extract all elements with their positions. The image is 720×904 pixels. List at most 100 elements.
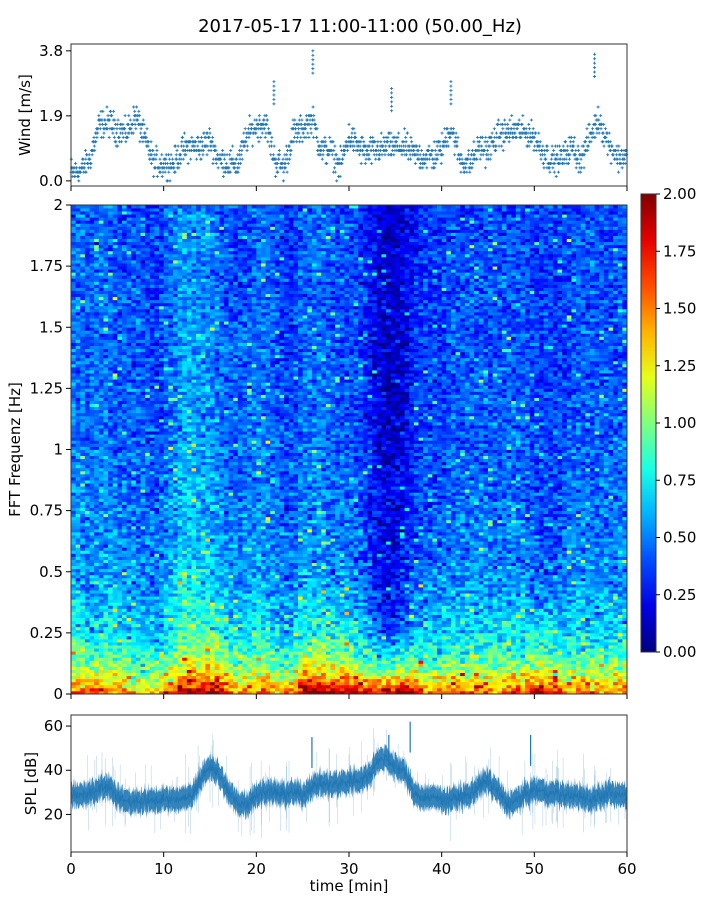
wind-point bbox=[111, 132, 114, 135]
wind-point bbox=[472, 140, 475, 143]
spectrogram-cell bbox=[154, 587, 159, 590]
spectrogram-cell bbox=[154, 428, 159, 431]
wind-point bbox=[244, 140, 247, 143]
spectrogram-cell bbox=[168, 459, 173, 462]
wind-point bbox=[555, 175, 558, 178]
spectrogram-cell bbox=[99, 642, 104, 645]
spectrogram-cell bbox=[94, 453, 99, 456]
spectrogram-cell bbox=[131, 523, 136, 526]
spectrogram-cell bbox=[117, 615, 122, 618]
spectrogram-cell bbox=[80, 303, 85, 306]
spectrogram-cell bbox=[76, 462, 81, 465]
wind-point bbox=[269, 153, 272, 156]
spectrogram-cell bbox=[141, 563, 146, 566]
spectrogram-cell bbox=[117, 263, 122, 266]
spectrogram-cell bbox=[90, 214, 95, 217]
wind-point bbox=[298, 140, 301, 143]
spectrogram-cell bbox=[131, 248, 136, 251]
wind-point bbox=[433, 140, 436, 143]
spectrogram-cell bbox=[150, 446, 155, 449]
spectrogram-cell bbox=[113, 349, 118, 352]
spectrogram-cell bbox=[141, 547, 146, 550]
spectrogram-cell bbox=[154, 633, 159, 636]
spectrogram-cell bbox=[103, 450, 108, 453]
spectrogram-cell bbox=[103, 284, 108, 287]
spectrogram-cell bbox=[131, 450, 136, 453]
spectrogram-cell bbox=[141, 281, 146, 284]
spectrogram-cell bbox=[168, 477, 173, 480]
spectrogram-cell bbox=[145, 288, 150, 291]
spectrogram-cell bbox=[154, 660, 159, 663]
spectrogram-cell bbox=[80, 556, 85, 559]
spectrogram-cell bbox=[94, 501, 99, 504]
spectrogram-cell bbox=[76, 633, 81, 636]
spectrogram-cell bbox=[99, 590, 104, 593]
spectrogram-cell bbox=[131, 398, 136, 401]
spectrogram-cell bbox=[80, 618, 85, 621]
spectrogram-cell bbox=[71, 520, 76, 523]
spectrogram-cell bbox=[154, 333, 159, 336]
spectrogram-cell bbox=[168, 660, 173, 663]
spectrogram-cell bbox=[117, 343, 122, 346]
spectrogram-cell bbox=[122, 339, 127, 342]
spectrogram-cell bbox=[131, 236, 136, 239]
spectrogram-cell bbox=[108, 581, 113, 584]
spectrogram-cell bbox=[90, 425, 95, 428]
spectrogram-cell bbox=[108, 651, 113, 654]
spectrogram-cell bbox=[154, 327, 159, 330]
spectrogram-cell bbox=[71, 462, 76, 465]
spectrogram-cell bbox=[145, 670, 150, 673]
spectrogram-cell bbox=[136, 236, 141, 239]
spectrogram-cell bbox=[90, 624, 95, 627]
spectrogram-cell bbox=[80, 407, 85, 410]
spectrogram-cell bbox=[159, 532, 164, 535]
spectrogram-cell bbox=[145, 526, 150, 529]
spectrogram-cell bbox=[113, 419, 118, 422]
spectrogram-cell bbox=[127, 569, 132, 572]
spectrogram-cell bbox=[80, 251, 85, 254]
spectrogram-cell bbox=[127, 422, 132, 425]
spectrogram-cell bbox=[90, 560, 95, 563]
spectrogram-cell bbox=[131, 630, 136, 633]
spectrogram-cell bbox=[85, 312, 90, 315]
spectrogram-cell bbox=[136, 679, 141, 682]
spectrogram-cell bbox=[80, 352, 85, 355]
spectrogram-cell bbox=[127, 685, 132, 688]
spectrogram-cell bbox=[168, 578, 173, 581]
spectrogram-cell bbox=[122, 602, 127, 605]
wind-point bbox=[311, 72, 314, 75]
spectrogram-cell bbox=[85, 575, 90, 578]
spectrogram-cell bbox=[80, 648, 85, 651]
spectrogram-cell bbox=[80, 651, 85, 654]
spectrogram-cell bbox=[145, 682, 150, 685]
spectrogram-cell bbox=[122, 419, 127, 422]
wind-point bbox=[228, 153, 231, 156]
spectrogram-cell bbox=[71, 233, 76, 236]
spectrogram-cell bbox=[127, 370, 132, 373]
spectrogram-cell bbox=[80, 266, 85, 269]
spectrogram-cell bbox=[71, 434, 76, 437]
spectrogram-cell bbox=[136, 233, 141, 236]
spectrogram-cell bbox=[150, 587, 155, 590]
spectrogram-cell bbox=[108, 569, 113, 572]
spectrogram-cell bbox=[154, 657, 159, 660]
spectrogram-cell bbox=[113, 376, 118, 379]
spectrogram-cell bbox=[141, 660, 146, 663]
spectrogram-cell bbox=[80, 275, 85, 278]
spectrogram-cell bbox=[76, 465, 81, 468]
spectrogram-cell bbox=[131, 370, 136, 373]
spectrogram-cell bbox=[76, 419, 81, 422]
spectrogram-cell bbox=[103, 333, 108, 336]
spectrogram-cell bbox=[117, 459, 122, 462]
spectrogram-cell bbox=[131, 544, 136, 547]
spectrogram-cell bbox=[85, 346, 90, 349]
spectrogram-cell bbox=[90, 676, 95, 679]
spectrogram-cell bbox=[108, 514, 113, 517]
spectrogram-cell bbox=[127, 281, 132, 284]
spectrogram-cell bbox=[127, 633, 132, 636]
spectrogram-cell bbox=[145, 581, 150, 584]
spectrogram-cell bbox=[99, 526, 104, 529]
spectrogram-cell bbox=[145, 211, 150, 214]
spectrogram-cell bbox=[150, 569, 155, 572]
spectrogram-cell bbox=[113, 239, 118, 242]
